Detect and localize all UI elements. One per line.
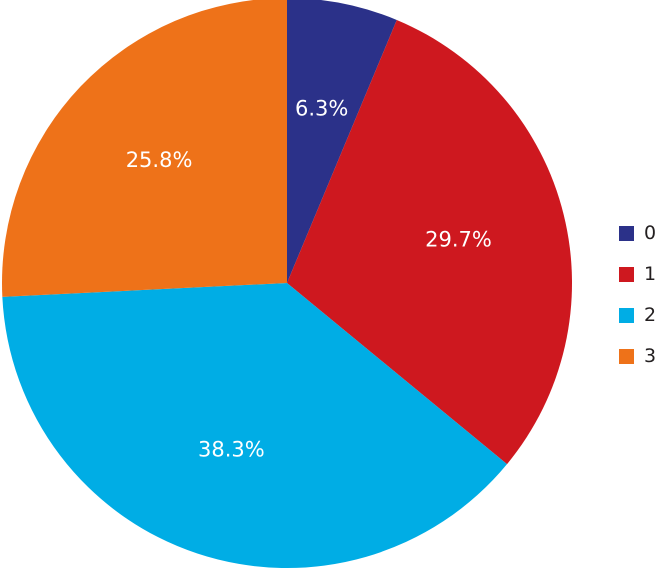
pie-slice-0[interactable] [287, 0, 397, 283]
legend-swatch-1 [619, 267, 634, 282]
pie-slice-3[interactable] [2, 0, 287, 297]
pie-slice-1[interactable] [287, 19, 572, 465]
pie-slices [2, 0, 572, 569]
legend-item-3[interactable]: 3 [619, 336, 665, 377]
pie-slice-labels: 6.3% 29.7% 38.3% 25.8% [126, 97, 492, 462]
pie-slice-label-0: 6.3% [295, 97, 348, 121]
legend-swatch-0 [619, 226, 634, 241]
legend-label-2: 2 [644, 304, 657, 326]
chart-legend: 0 1 2 3 [619, 213, 665, 377]
pie-slice-label-2: 38.3% [198, 438, 265, 462]
legend-swatch-2 [619, 308, 634, 323]
legend-item-1[interactable]: 1 [619, 254, 665, 295]
legend-swatch-3 [619, 349, 634, 364]
legend-label-1: 1 [644, 263, 657, 285]
legend-item-0[interactable]: 0 [619, 213, 665, 254]
pie-slice-label-1: 29.7% [425, 227, 492, 251]
legend-label-0: 0 [644, 222, 657, 244]
legend-item-2[interactable]: 2 [619, 295, 665, 336]
legend-label-3: 3 [644, 345, 657, 367]
pie-slice-label-3: 25.8% [126, 148, 193, 172]
pie-slice-2[interactable] [2, 283, 508, 569]
